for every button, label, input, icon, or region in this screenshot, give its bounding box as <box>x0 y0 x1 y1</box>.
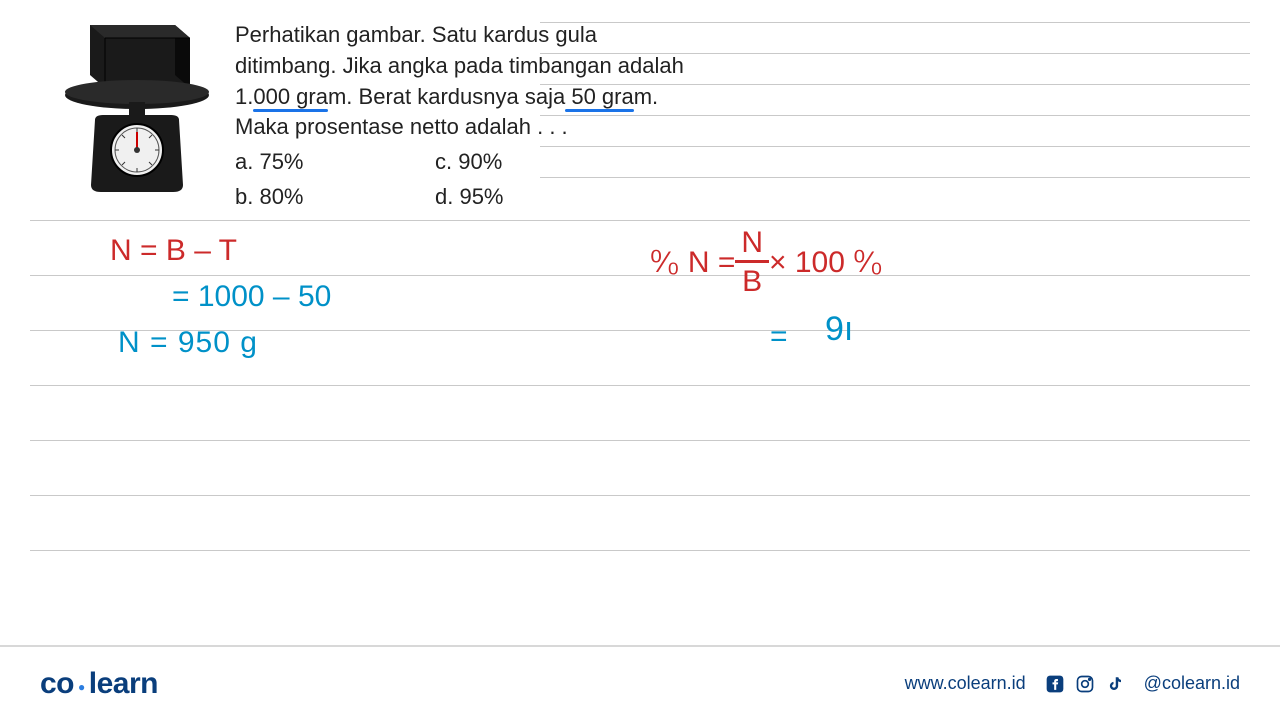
brand-logo: co●learn <box>40 667 158 701</box>
instagram-icon <box>1074 673 1096 695</box>
social-icons <box>1044 673 1126 695</box>
logo-dot: ● <box>78 680 85 694</box>
top-ruled-lines <box>540 22 1250 207</box>
option-b: b. 80% <box>235 182 435 213</box>
hw-percent-formula: ⁰⁄₀ N = N B × 100 ⁰⁄₀ <box>650 228 883 297</box>
tiktok-icon <box>1104 673 1126 695</box>
facebook-icon <box>1044 673 1066 695</box>
option-a: a. 75% <box>235 147 435 178</box>
hw-fraction: N B <box>735 228 769 297</box>
hw-eq-sign: = <box>770 320 788 354</box>
footer-right: www.colearn.id @colearn.id <box>905 673 1240 695</box>
footer: co●learn www.colearn.id @colearn.id <box>0 645 1280 720</box>
scale-illustration <box>55 20 220 195</box>
hw-formula-n: N = B – T <box>110 234 237 268</box>
footer-handle: @colearn.id <box>1144 673 1240 694</box>
hw-calc-1: = 1000 – 50 <box>172 280 331 314</box>
underline-1000g: 000 gra <box>253 84 328 109</box>
hw-partial-result: 9ı <box>825 310 853 349</box>
footer-url: www.colearn.id <box>905 673 1026 694</box>
hw-result-n: N = 950 g <box>118 326 258 360</box>
ruled-paper: N = B – T = 1000 – 50 N = 950 g ⁰⁄₀ N = … <box>30 220 1250 610</box>
